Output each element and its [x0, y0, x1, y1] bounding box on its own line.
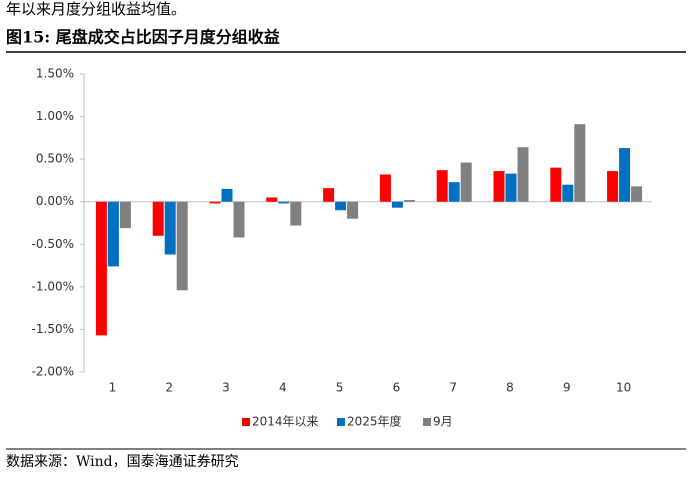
x-tick-label: 3 [222, 381, 230, 395]
y-tick-label: -0.50% [32, 237, 74, 251]
bar [233, 201, 245, 238]
bar [631, 186, 643, 202]
bar [221, 188, 233, 202]
bar [119, 201, 131, 229]
bar [505, 173, 517, 202]
legend-label: 9月 [433, 415, 453, 429]
y-tick-label: -1.00% [32, 279, 74, 293]
x-tick-label: 10 [616, 381, 631, 395]
bar [493, 171, 505, 202]
y-tick-label: 1.00% [36, 109, 74, 123]
bar [562, 184, 574, 202]
y-tick-label: 0.50% [36, 152, 74, 166]
bar [266, 197, 278, 202]
intro-text: 年以来月度分组收益均值。 [6, 0, 186, 18]
legend-swatch [337, 418, 345, 426]
bar [164, 201, 176, 255]
bar [448, 182, 460, 202]
bar [278, 201, 290, 204]
bar [436, 170, 448, 202]
bar [335, 201, 347, 211]
legend-label: 2014年以来 [252, 415, 319, 429]
x-tick-label: 9 [563, 381, 571, 395]
bar [107, 201, 119, 267]
y-tick-label: 1.50% [36, 67, 74, 81]
bar [347, 201, 359, 219]
x-tick-label: 2 [165, 381, 173, 395]
bar [607, 171, 619, 202]
bar [152, 201, 164, 236]
figure-title: 图15: 尾盘成交占比因子月度分组收益 [6, 28, 280, 47]
bar [209, 201, 221, 204]
bar [176, 201, 188, 291]
bar [460, 162, 472, 202]
legend-label: 2025年度 [347, 414, 402, 429]
bar [403, 200, 415, 202]
bar [574, 124, 586, 202]
x-tick-label: 8 [506, 381, 514, 395]
source-text: 数据来源：Wind，国泰海通证券研究 [6, 454, 239, 470]
y-tick-label: 0.00% [36, 194, 74, 208]
bar [517, 147, 529, 202]
legend-swatch [423, 418, 431, 426]
x-tick-label: 6 [393, 381, 401, 395]
bar [323, 188, 335, 202]
x-tick-label: 5 [336, 381, 344, 395]
y-tick-label: -2.00% [32, 365, 74, 379]
bar [95, 201, 107, 336]
bar [550, 167, 562, 202]
bar [379, 174, 391, 202]
bar [619, 148, 631, 202]
x-tick-label: 7 [449, 381, 457, 395]
legend-swatch [242, 418, 250, 426]
bar [391, 201, 403, 208]
x-tick-label: 1 [109, 381, 117, 395]
x-tick-label: 4 [279, 381, 287, 395]
y-tick-label: -1.50% [32, 322, 74, 336]
bar [290, 201, 302, 226]
